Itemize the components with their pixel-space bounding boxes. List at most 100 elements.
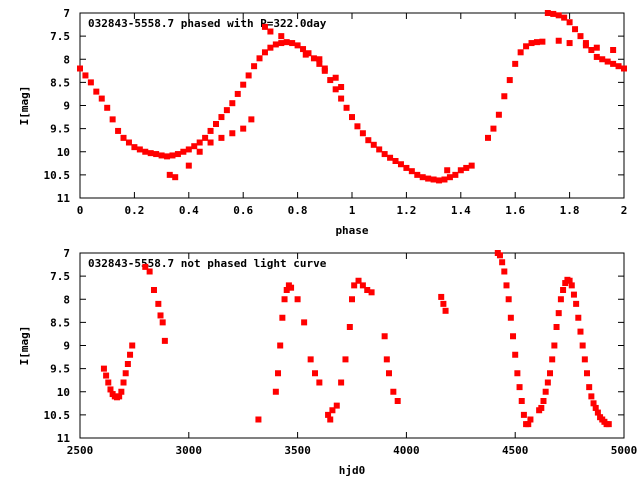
data-point bbox=[115, 127, 122, 134]
data-point bbox=[104, 104, 111, 111]
data-point bbox=[157, 312, 164, 319]
data-point bbox=[82, 72, 89, 79]
data-point bbox=[501, 93, 508, 100]
data-point bbox=[329, 407, 336, 414]
x-axis-label: hjd0 bbox=[339, 464, 366, 477]
data-point bbox=[288, 284, 295, 291]
data-point bbox=[568, 282, 575, 289]
data-point bbox=[512, 351, 519, 358]
y-tick-label: 10.5 bbox=[44, 169, 71, 182]
data-point bbox=[272, 41, 279, 48]
data-point bbox=[109, 116, 116, 123]
data-point bbox=[562, 280, 569, 287]
data-point bbox=[593, 53, 600, 60]
data-point bbox=[577, 328, 584, 335]
data-point bbox=[599, 56, 606, 63]
data-point bbox=[289, 40, 296, 47]
data-point bbox=[582, 42, 589, 49]
data-point bbox=[207, 127, 214, 134]
data-point bbox=[540, 398, 547, 404]
data-point bbox=[376, 146, 383, 153]
data-point bbox=[387, 154, 394, 161]
data-point bbox=[518, 398, 525, 404]
data-point bbox=[338, 379, 345, 386]
data-point bbox=[155, 300, 162, 307]
data-point bbox=[191, 143, 198, 150]
data-point bbox=[120, 379, 127, 386]
data-point bbox=[351, 282, 358, 289]
data-point bbox=[549, 356, 556, 363]
data-point bbox=[463, 164, 470, 171]
data-points bbox=[77, 10, 627, 184]
data-point bbox=[440, 300, 447, 307]
data-point bbox=[490, 125, 497, 132]
data-point bbox=[125, 139, 132, 146]
data-point bbox=[142, 263, 149, 270]
data-point bbox=[590, 400, 597, 407]
data-point bbox=[584, 370, 591, 377]
data-point bbox=[553, 324, 560, 330]
data-point bbox=[446, 174, 453, 181]
data-point bbox=[261, 23, 268, 30]
data-point bbox=[594, 409, 601, 416]
x-tick-label: 5000 bbox=[611, 444, 638, 457]
y-tick-label: 9.5 bbox=[50, 123, 70, 136]
data-point bbox=[332, 86, 339, 93]
data-point bbox=[539, 38, 546, 45]
data-point bbox=[573, 300, 580, 307]
data-point bbox=[279, 314, 286, 321]
data-points bbox=[100, 250, 612, 428]
data-point bbox=[316, 60, 323, 67]
data-point bbox=[107, 386, 114, 393]
y-tick-label: 8.5 bbox=[50, 316, 70, 329]
data-point bbox=[275, 370, 282, 377]
data-point bbox=[213, 121, 219, 127]
data-point bbox=[338, 84, 345, 90]
data-point bbox=[414, 171, 421, 178]
y-tick-label: 10.5 bbox=[44, 409, 71, 422]
data-point bbox=[342, 356, 349, 363]
data-point bbox=[555, 310, 562, 317]
data-point bbox=[442, 307, 449, 314]
data-point bbox=[528, 40, 535, 47]
y-tick-label: 10 bbox=[57, 386, 70, 399]
data-point bbox=[503, 282, 510, 289]
data-point bbox=[207, 139, 214, 146]
data-point bbox=[255, 416, 262, 423]
data-point bbox=[364, 287, 371, 293]
data-point bbox=[240, 81, 247, 88]
y-tick-label: 10 bbox=[57, 146, 70, 159]
data-point bbox=[544, 10, 551, 16]
data-point bbox=[615, 63, 622, 70]
data-point bbox=[355, 277, 362, 284]
data-point bbox=[533, 39, 540, 46]
data-point bbox=[441, 176, 448, 183]
data-point bbox=[218, 134, 225, 141]
data-point bbox=[566, 40, 573, 47]
data-point bbox=[218, 114, 225, 121]
data-point bbox=[570, 291, 577, 298]
data-point bbox=[116, 393, 123, 400]
data-point bbox=[338, 95, 345, 102]
data-point bbox=[312, 370, 319, 377]
data-point bbox=[316, 56, 323, 63]
data-point bbox=[505, 296, 512, 303]
data-point bbox=[555, 37, 562, 44]
data-point bbox=[267, 44, 274, 51]
data-point bbox=[523, 43, 530, 50]
y-axis-label: I[mag] bbox=[18, 326, 31, 366]
data-point bbox=[146, 268, 153, 275]
data-point bbox=[277, 342, 284, 349]
data-point bbox=[560, 287, 567, 293]
data-point bbox=[316, 379, 323, 386]
data-point bbox=[368, 289, 375, 296]
data-point bbox=[118, 388, 125, 395]
data-point bbox=[77, 65, 83, 72]
data-point bbox=[561, 14, 568, 21]
unphased-light-curve-panel: 2500 3000 3500 4000 4500 5000 7 7.5 8 8.5 9 9.5 10 10… bbox=[18, 247, 637, 477]
data-point bbox=[327, 416, 334, 423]
data-point bbox=[248, 116, 255, 123]
phased-light-curve-panel: 0 0.2 0.4 0.6 0.8 1 1.2 1.4 1.6 1.8 2 7 7.5 8 8.5 9 9.5 1… bbox=[18, 7, 627, 237]
data-point bbox=[174, 151, 181, 158]
data-point bbox=[321, 65, 328, 72]
